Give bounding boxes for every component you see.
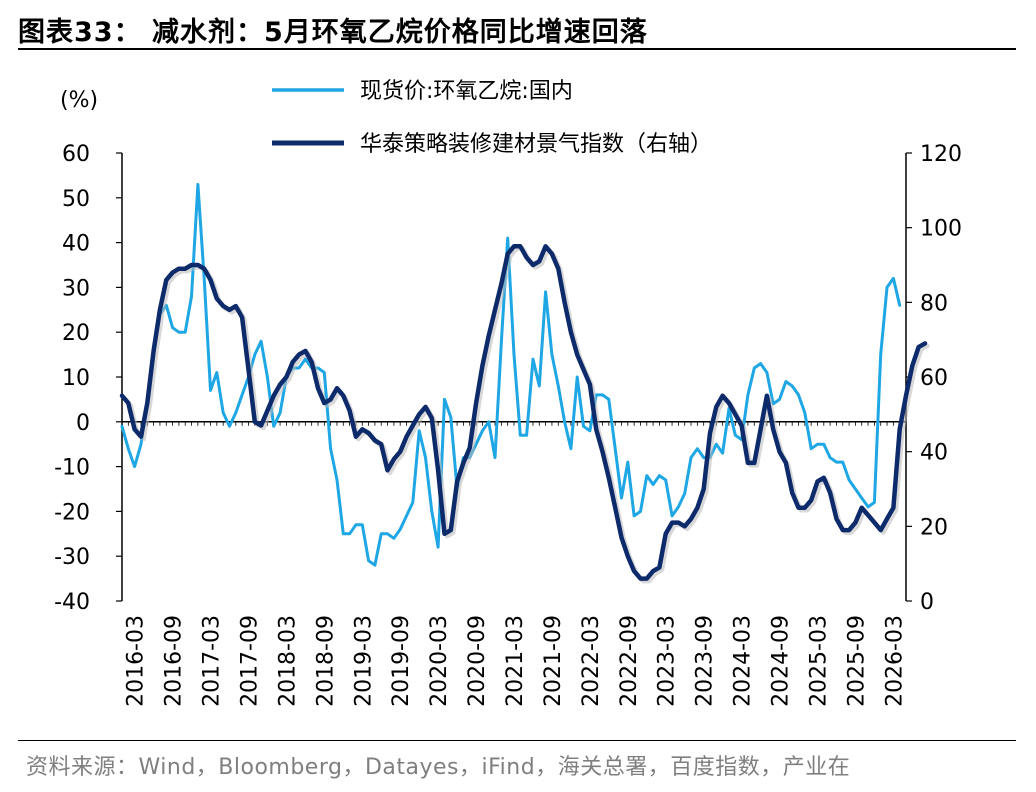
x-tick-label: 2022-09 (617, 615, 642, 707)
x-tick-label: 2025-03 (806, 615, 831, 707)
left-tick-label: 30 (62, 276, 90, 301)
title-rule (18, 48, 1016, 50)
right-tick-label: 0 (920, 590, 934, 615)
series-shadow (122, 246, 930, 584)
right-tick-label: 120 (920, 142, 962, 167)
chart-title: 图表33： 减水剂：5月环氧乙烷价格同比增速回落 (18, 17, 648, 48)
right-tick-label: 60 (920, 366, 948, 391)
legend-label-1: 现货价:环氧乙烷:国内 (360, 79, 573, 104)
x-tick-label: 2016-09 (162, 615, 187, 707)
x-tick-label: 2023-09 (693, 615, 718, 707)
x-tick-label: 2020-09 (465, 615, 490, 707)
source-note: 资料来源：Wind，Bloomberg，Datayes，iFind，海关总署，百… (26, 755, 851, 780)
x-tick-label: 2024-09 (769, 615, 794, 707)
x-tick-label: 2017-09 (237, 615, 262, 707)
source-rule (18, 740, 1016, 741)
left-tick-label: 60 (62, 142, 90, 167)
x-tick-label: 2021-03 (503, 615, 528, 707)
x-tick-label: 2021-09 (541, 615, 566, 707)
left-tick-label: -20 (54, 500, 90, 525)
right-tick-label: 80 (920, 291, 948, 316)
x-tick-label: 2024-03 (731, 615, 756, 707)
left-tick-label: 0 (76, 411, 90, 436)
x-tick-label: 2016-03 (124, 615, 149, 707)
x-tick-label: 2019-09 (389, 615, 414, 707)
series-line-1 (120, 182, 902, 567)
x-tick-label: 2025-09 (844, 615, 869, 707)
left-tick-label: 10 (62, 366, 90, 391)
left-axis-unit: (%) (60, 88, 98, 113)
x-tick-label: 2026-03 (882, 615, 907, 707)
left-tick-label: 40 (62, 232, 90, 257)
left-tick-label: 50 (62, 187, 90, 212)
axes: (%) -40 -30 -20 -10 0 10 20 30 40 50 60 0 20 40 60 80 100… (54, 88, 962, 707)
legend-label-2: 华泰策略装修建材景气指数（右轴） (360, 132, 712, 157)
left-tick-label: 20 (62, 321, 90, 346)
x-tick-label: 2017-03 (200, 615, 225, 707)
x-tick-label: 2018-09 (313, 615, 338, 707)
x-tick-label: 2020-03 (427, 615, 452, 707)
x-tick-label: 2022-03 (579, 615, 604, 707)
series-line-2 (119, 244, 928, 581)
x-tick-label: 2023-03 (655, 615, 680, 707)
x-tick-label: 2019-03 (351, 615, 376, 707)
left-tick-label: -40 (54, 590, 90, 615)
series-layer (119, 182, 930, 584)
right-tick-label: 20 (920, 515, 948, 540)
left-tick-label: -10 (54, 456, 90, 481)
left-tick-label: -30 (54, 545, 90, 570)
right-tick-label: 100 (920, 217, 962, 242)
x-tick-label: 2018-03 (275, 615, 300, 707)
right-tick-label: 40 (920, 441, 948, 466)
